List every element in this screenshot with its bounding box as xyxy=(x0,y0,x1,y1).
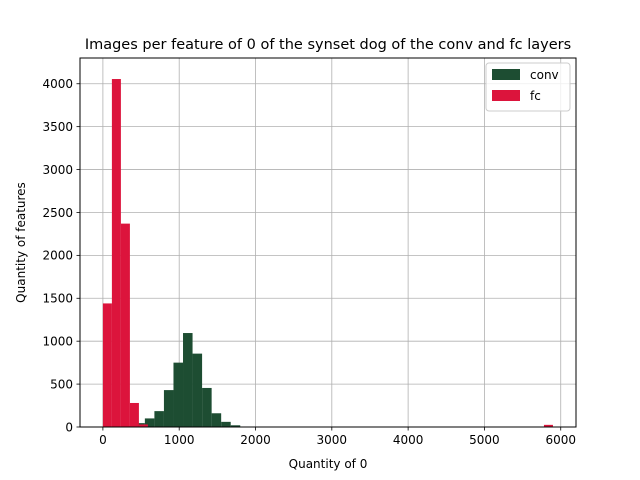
y-tick-label: 2000 xyxy=(42,249,73,263)
y-axis-label: Quantity of features xyxy=(14,182,28,303)
x-tick-label: 0 xyxy=(99,433,107,447)
bar-fc xyxy=(129,402,139,427)
legend-swatch-fc xyxy=(492,90,520,101)
y-tick-label: 1000 xyxy=(42,334,73,348)
axis-ticks: 0 1000 2000 3000 4000 5000 6000 0 500 1000 1500 200… xyxy=(42,77,576,447)
x-tick-label: 5000 xyxy=(469,433,500,447)
x-tick-label: 6000 xyxy=(545,433,576,447)
bar-fc xyxy=(543,424,553,427)
bar-fc xyxy=(138,424,148,427)
y-tick-label: 4000 xyxy=(42,77,73,91)
chart-title: Images per feature of 0 of the synset do… xyxy=(85,37,571,53)
bar-conv xyxy=(173,362,184,427)
bar-conv xyxy=(211,413,222,427)
x-axis-label: Quantity of 0 xyxy=(289,457,368,471)
bar-fc xyxy=(111,79,121,428)
bar-conv xyxy=(144,418,155,427)
x-tick-label: 3000 xyxy=(317,433,348,447)
bars xyxy=(102,79,553,428)
bar-conv xyxy=(202,387,212,427)
x-tick-label: 4000 xyxy=(393,433,424,447)
bar-conv xyxy=(192,353,203,427)
x-tick-label: 2000 xyxy=(240,433,271,447)
y-tick-label: 500 xyxy=(50,377,73,391)
bar-fc xyxy=(102,303,112,427)
legend-label-conv: conv xyxy=(530,68,559,82)
bar-conv xyxy=(183,333,193,427)
y-tick-label: 0 xyxy=(65,420,73,434)
bar-fc xyxy=(120,223,130,427)
bar-conv xyxy=(163,390,174,427)
bar-conv xyxy=(154,411,164,427)
plot-frame xyxy=(79,57,577,428)
bar-conv xyxy=(221,421,231,427)
legend: conv fc xyxy=(485,62,571,112)
y-tick-label: 1500 xyxy=(42,292,73,306)
legend-label-fc: fc xyxy=(530,89,541,103)
y-tick-label: 3500 xyxy=(42,120,73,134)
legend-swatch-conv xyxy=(492,69,520,80)
y-tick-label: 3000 xyxy=(42,163,73,177)
y-tick-label: 2500 xyxy=(42,206,73,220)
bar-conv xyxy=(230,425,241,427)
x-tick-label: 1000 xyxy=(164,433,195,447)
